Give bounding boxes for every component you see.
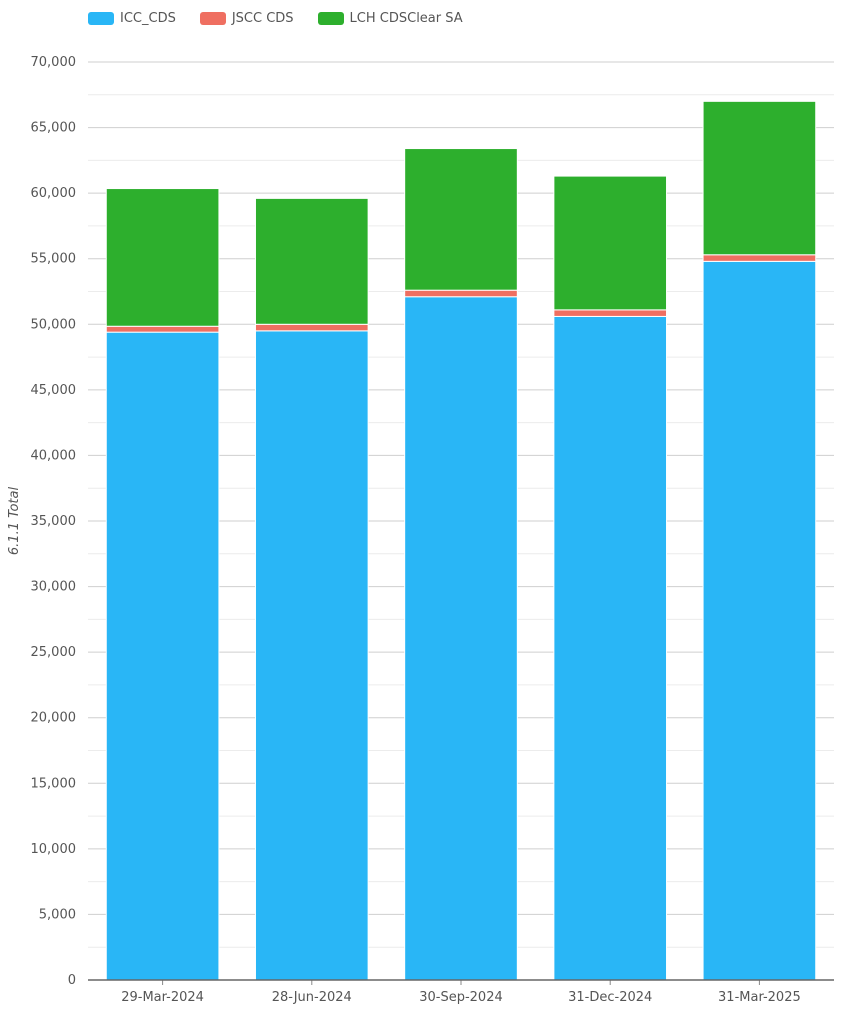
bar-segment[interactable] xyxy=(254,197,369,325)
bar-segment[interactable] xyxy=(404,289,518,298)
bar-segment[interactable] xyxy=(553,175,668,311)
bar-segment[interactable] xyxy=(404,148,518,291)
y-tick-label: 50,000 xyxy=(31,317,77,332)
x-tick-label: 28-Jun-2024 xyxy=(272,990,352,1005)
legend-label: LCH CDSClear SA xyxy=(349,11,463,26)
legend-item[interactable]: JSCC CDS xyxy=(199,11,294,26)
y-tick-label: 10,000 xyxy=(31,842,77,857)
bar-segment[interactable] xyxy=(254,323,369,332)
bar-segment[interactable] xyxy=(702,100,817,256)
y-tick-label: 55,000 xyxy=(31,252,77,267)
bar-segment[interactable] xyxy=(404,296,518,981)
legend-item[interactable]: ICC_CDS xyxy=(88,11,176,26)
legend-swatch xyxy=(199,12,226,25)
y-tick-label: 35,000 xyxy=(31,514,77,529)
bar-segment[interactable] xyxy=(105,331,220,981)
bar-segment[interactable] xyxy=(702,260,817,981)
legend-item[interactable]: LCH CDSClear SA xyxy=(317,11,463,26)
y-tick-label: 15,000 xyxy=(31,776,77,791)
y-tick-label: 65,000 xyxy=(31,121,77,136)
bar-segment[interactable] xyxy=(105,325,220,333)
axis-labels: 0 5,000 10,000 15,000 20,000 25,000 30,000 35,0… xyxy=(7,55,801,1005)
bar-segment[interactable] xyxy=(553,309,668,317)
y-tick-label: 40,000 xyxy=(31,448,77,463)
legend-label: ICC_CDS xyxy=(120,11,176,26)
y-tick-label: 5,000 xyxy=(39,907,76,922)
bar-segment[interactable] xyxy=(553,315,668,981)
bars xyxy=(105,100,817,985)
legend: ICC_CDS JSCC CDS LCH CDSClear SA xyxy=(88,11,463,26)
bar-segment[interactable] xyxy=(702,254,817,262)
y-tick-label: 0 xyxy=(68,973,76,988)
legend-swatch xyxy=(317,12,344,25)
legend-swatch xyxy=(88,12,114,25)
bar-segment[interactable] xyxy=(254,330,369,981)
x-tick-label: 29-Mar-2024 xyxy=(121,990,204,1005)
y-tick-label: 20,000 xyxy=(31,711,77,726)
y-axis-title: 6.1.1 Total xyxy=(7,487,22,556)
y-tick-label: 70,000 xyxy=(31,55,77,70)
y-tick-label: 30,000 xyxy=(31,580,77,595)
x-tick-label: 31-Dec-2024 xyxy=(568,990,652,1005)
x-tick-label: 30-Sep-2024 xyxy=(419,990,503,1005)
y-tick-label: 45,000 xyxy=(31,383,77,398)
bar-segment[interactable] xyxy=(105,188,220,327)
legend-label: JSCC CDS xyxy=(231,11,294,26)
y-tick-label: 60,000 xyxy=(31,186,77,201)
x-tick-label: 31-Mar-2025 xyxy=(718,990,801,1005)
y-tick-label: 25,000 xyxy=(31,645,77,660)
